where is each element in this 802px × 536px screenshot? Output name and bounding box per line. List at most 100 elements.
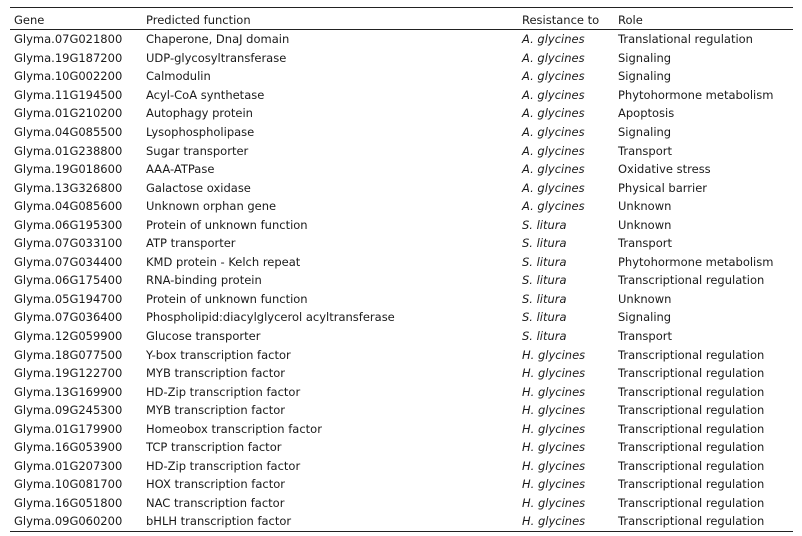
gene-cell: Glyma.09G060200	[14, 514, 123, 529]
role-cell: Transcriptional regulation	[618, 477, 765, 492]
predicted-function-cell: Unknown orphan gene	[146, 199, 277, 214]
table-row: Glyma.07G036400 Phospholipid:diacylglycer…	[10, 308, 793, 327]
gene-cell: Glyma.01G238800	[14, 143, 123, 158]
predicted-function-cell: Chaperone, DnaJ domain	[146, 32, 290, 47]
predicted-function-cell: NAC transcription factor	[146, 495, 285, 510]
table-header: Gene Predicted function Resistance to Ro…	[10, 7, 793, 30]
gene-cell: Glyma.01G207300	[14, 458, 123, 473]
role-cell: Physical barrier	[618, 180, 708, 195]
predicted-function-cell: Phospholipid:diacylglycerol acyltransfer…	[146, 310, 395, 325]
gene-cell: Glyma.19G018600	[14, 162, 123, 177]
role-cell: Transcriptional regulation	[618, 421, 765, 436]
gene-cell: Glyma.06G195300	[14, 217, 123, 232]
table-row: Glyma.12G059900 Glucose transporter S. lit…	[10, 327, 793, 346]
predicted-function-cell: Galactose oxidase	[146, 180, 251, 195]
header-predicted-function: Predicted function	[146, 13, 251, 27]
gene-cell: Glyma.18G077500	[14, 347, 123, 362]
predicted-function-cell: RNA-binding protein	[146, 273, 262, 288]
header-row: Gene Predicted function Resistance to Ro…	[10, 7, 793, 30]
gene-cell: Glyma.04G085600	[14, 199, 123, 214]
table-row: Glyma.01G210200 Autophagy protein A. glyci…	[10, 104, 793, 123]
resistance-cell: H. glycines	[522, 384, 586, 399]
predicted-function-cell: KMD protein - Kelch repeat	[146, 254, 301, 269]
header-gene: Gene	[14, 13, 45, 27]
table-row: Glyma.19G122700 MYB transcription factor H…	[10, 364, 793, 383]
role-cell: Unknown	[618, 217, 672, 232]
predicted-function-cell: TCP transcription factor	[146, 440, 282, 455]
resistance-cell: H. glycines	[522, 514, 586, 529]
gene-cell: Glyma.01G210200	[14, 106, 123, 121]
table-row: Glyma.13G326800 Galactose oxidase A. glyci…	[10, 178, 793, 197]
table-row: Glyma.05G194700 Protein of unknown functi…	[10, 290, 793, 309]
predicted-function-cell: Homeobox transcription factor	[146, 421, 322, 436]
predicted-function-cell: UDP-glycosyltransferase	[146, 50, 287, 65]
table-body: Glyma.07G021800 Chaperone, DnaJ domain A. …	[10, 30, 793, 532]
resistance-cell: S. litura	[522, 329, 567, 344]
resistance-cell: S. litura	[522, 236, 567, 251]
predicted-function-cell: Protein of unknown function	[146, 291, 308, 306]
predicted-function-cell: Glucose transporter	[146, 329, 261, 344]
gene-cell: Glyma.19G187200	[14, 50, 123, 65]
gene-cell: Glyma.13G169900	[14, 384, 123, 399]
resistance-cell: A. glycines	[522, 69, 585, 84]
gene-cell: Glyma.10G081700	[14, 477, 123, 492]
role-cell: Signaling	[618, 310, 672, 325]
role-cell: Transcriptional regulation	[618, 366, 765, 381]
table-row: Glyma.16G053900 TCP transcription factor H…	[10, 438, 793, 457]
resistance-cell: A. glycines	[522, 180, 585, 195]
resistance-cell: S. litura	[522, 291, 567, 306]
resistance-cell: S. litura	[522, 217, 567, 232]
gene-cell: Glyma.16G051800	[14, 495, 123, 510]
table-row: Glyma.07G033100 ATP transporter S. litura T…	[10, 234, 793, 253]
predicted-function-cell: Autophagy protein	[146, 106, 253, 121]
role-cell: Apoptosis	[618, 106, 675, 121]
role-cell: Unknown	[618, 199, 672, 214]
header-resistance-to: Resistance to	[522, 13, 600, 27]
role-cell: Unknown	[618, 291, 672, 306]
table-row: Glyma.01G207300 HD-Zip transcription fact…	[10, 457, 793, 476]
predicted-function-cell: MYB transcription factor	[146, 403, 285, 418]
role-cell: Translational regulation	[618, 32, 753, 47]
gene-cell: Glyma.09G245300	[14, 403, 123, 418]
table-row: Glyma.19G018600 AAA-ATPase A. glycines Oxid…	[10, 160, 793, 179]
header-role: Role	[618, 13, 643, 27]
predicted-function-cell: Calmodulin	[146, 69, 211, 84]
resistance-cell: H. glycines	[522, 403, 586, 418]
resistance-cell: A. glycines	[522, 199, 585, 214]
table-row: Glyma.18G077500 Y-box transcription facto…	[10, 345, 793, 364]
resistance-cell: A. glycines	[522, 106, 585, 121]
table-row: Glyma.01G179900 Homeobox transcription fa…	[10, 419, 793, 438]
resistance-cell: H. glycines	[522, 458, 586, 473]
gene-cell: Glyma.07G033100	[14, 236, 123, 251]
table-row: Glyma.10G002200 Calmodulin A. glycines Sign…	[10, 67, 793, 86]
gene-cell: Glyma.10G002200	[14, 69, 123, 84]
resistance-cell: H. glycines	[522, 440, 586, 455]
resistance-cell: H. glycines	[522, 366, 586, 381]
predicted-function-cell: Lysophospholipase	[146, 125, 255, 139]
table-row: Glyma.19G187200 UDP-glycosyltransferase A.…	[10, 49, 793, 68]
gene-cell: Glyma.19G122700	[14, 366, 123, 381]
table-row: Glyma.13G169900 HD-Zip transcription fact…	[10, 382, 793, 401]
predicted-function-cell: HD-Zip transcription factor	[146, 384, 301, 399]
role-cell: Signaling	[618, 69, 672, 84]
role-cell: Transcriptional regulation	[618, 273, 765, 288]
resistance-cell: H. glycines	[522, 495, 586, 510]
gene-cell: Glyma.07G034400	[14, 254, 123, 269]
table-row: Glyma.04G085600 Unknown orphan gene A. gly…	[10, 197, 793, 216]
table-row: Glyma.06G195300 Protein of unknown functi…	[10, 215, 793, 234]
gene-cell: Glyma.05G194700	[14, 291, 123, 306]
gene-cell: Glyma.11G194500	[14, 87, 123, 102]
predicted-function-cell: HOX transcription factor	[146, 477, 285, 492]
predicted-function-cell: AAA-ATPase	[146, 162, 215, 177]
table-row: Glyma.06G175400 RNA-binding protein S. lit…	[10, 271, 793, 290]
gene-cell: Glyma.04G085500	[14, 125, 123, 139]
resistance-cell: A. glycines	[522, 50, 585, 65]
table-row: Glyma.01G238800 Sugar transporter A. glyci…	[10, 141, 793, 160]
role-cell: Transport	[618, 236, 672, 251]
predicted-function-cell: MYB transcription factor	[146, 366, 285, 381]
role-cell: Phytohormone metabolism	[618, 254, 774, 269]
predicted-function-cell: Protein of unknown function	[146, 217, 308, 232]
predicted-function-cell: Acyl-CoA synthetase	[146, 87, 265, 102]
predicted-function-cell: ATP transporter	[146, 236, 236, 251]
table-row: Glyma.07G034400 KMD protein - Kelch repea…	[10, 253, 793, 272]
